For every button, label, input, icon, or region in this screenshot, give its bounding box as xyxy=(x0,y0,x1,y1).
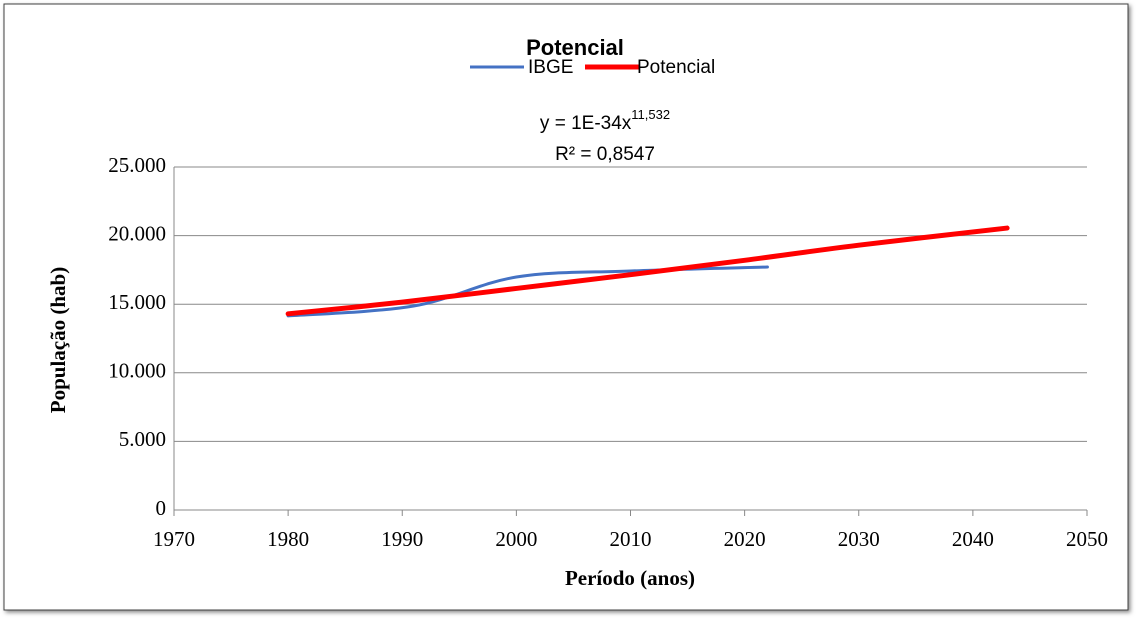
y-tick-label: 10.000 xyxy=(108,359,166,383)
x-tick-label: 2000 xyxy=(495,527,537,551)
y-tick-label: 5.000 xyxy=(119,427,166,451)
y-axis-title: População (hab) xyxy=(46,267,70,413)
equation-base: y = 1E-34x xyxy=(540,113,632,134)
x-tick-label: 2010 xyxy=(610,527,652,551)
x-axis-title: Período (anos) xyxy=(565,566,695,590)
x-tick-label: 1970 xyxy=(153,527,195,551)
x-tick-label: 1990 xyxy=(381,527,423,551)
legend-label: IBGE xyxy=(528,57,573,78)
y-tick-label: 15.000 xyxy=(108,290,166,314)
chart-title: Potencial xyxy=(526,35,624,60)
x-tick-label: 2030 xyxy=(838,527,880,551)
x-tick-label: 2040 xyxy=(952,527,994,551)
x-tick-label: 1980 xyxy=(267,527,309,551)
y-tick-label: 25.000 xyxy=(108,153,166,177)
legend-label: Potencial xyxy=(637,57,715,78)
chart-frame xyxy=(3,3,1129,611)
x-tick-label: 2050 xyxy=(1066,527,1108,551)
equation: y = 1E-34x11,532 xyxy=(540,107,670,134)
x-tick-label: 2020 xyxy=(724,527,766,551)
r-squared: R² = 0,8547 xyxy=(555,144,655,165)
y-tick-label: 0 xyxy=(156,496,167,520)
series-line xyxy=(285,225,1010,317)
equation-exponent: 11,532 xyxy=(631,107,670,122)
y-tick-label: 20.000 xyxy=(108,221,166,245)
